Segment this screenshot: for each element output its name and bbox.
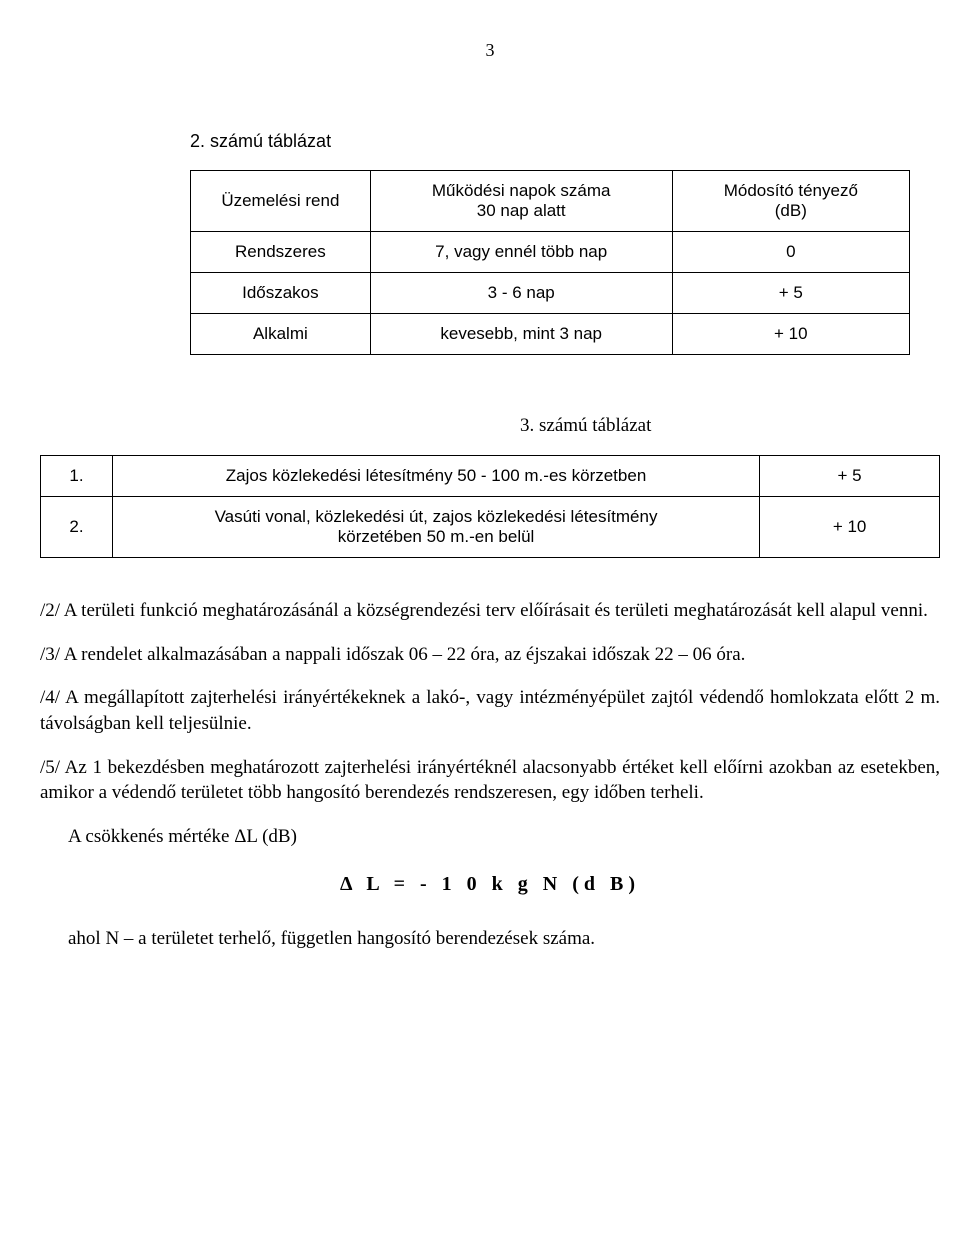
table-cell: + 5 — [760, 456, 940, 497]
page-number: 3 — [40, 40, 940, 61]
paragraph-2: /2/ A területi funkció meghatározásánál … — [40, 598, 940, 624]
formula: Δ L = - 1 0 k g N (d B) — [40, 873, 940, 896]
table-cell: Időszakos — [191, 273, 371, 314]
paragraph-where: ahol N – a területet terhelő, független … — [68, 926, 940, 952]
table-cell: + 10 — [760, 497, 940, 558]
table-cell: Zajos közlekedési létesítmény 50 - 100 m… — [112, 456, 759, 497]
table-3: 1. Zajos közlekedési létesítmény 50 - 10… — [40, 455, 940, 558]
table-row: 2. Vasúti vonal, közlekedési út, zajos k… — [41, 497, 940, 558]
table-row: Rendszeres 7, vagy ennél több nap 0 — [191, 232, 910, 273]
table-row: Alkalmi kevesebb, mint 3 nap + 10 — [191, 314, 910, 355]
table-cell: 0 — [672, 232, 909, 273]
table-cell: 7, vagy ennél több nap — [370, 232, 672, 273]
table-cell: kevesebb, mint 3 nap — [370, 314, 672, 355]
table-cell: Vasúti vonal, közlekedési út, zajos közl… — [112, 497, 759, 558]
table-header: Működési napok száma 30 nap alatt — [370, 171, 672, 232]
table-header: Módosító tényező (dB) — [672, 171, 909, 232]
table-cell: 3 - 6 nap — [370, 273, 672, 314]
table-row: Üzemelési rend Működési napok száma 30 n… — [191, 171, 910, 232]
paragraph-3: /3/ A rendelet alkalmazásában a nappali … — [40, 642, 940, 668]
table-cell: Rendszeres — [191, 232, 371, 273]
table2-caption: 2. számú táblázat — [190, 131, 940, 152]
table-2: Üzemelési rend Működési napok száma 30 n… — [190, 170, 910, 355]
table-header: Üzemelési rend — [191, 171, 371, 232]
table3-caption: 3. számú táblázat — [520, 415, 940, 437]
table-row: Időszakos 3 - 6 nap + 5 — [191, 273, 910, 314]
paragraph-reduce: A csökkenés mértéke ΔL (dB) — [68, 824, 940, 850]
table-cell: + 5 — [672, 273, 909, 314]
table-cell: 2. — [41, 497, 113, 558]
paragraph-4: /4/ A megállapított zajterhelési irányér… — [40, 685, 940, 736]
table-cell: Alkalmi — [191, 314, 371, 355]
paragraph-5: /5/ Az 1 bekezdésben meghatározott zajte… — [40, 755, 940, 806]
table-cell: 1. — [41, 456, 113, 497]
table-cell: + 10 — [672, 314, 909, 355]
table-row: 1. Zajos közlekedési létesítmény 50 - 10… — [41, 456, 940, 497]
